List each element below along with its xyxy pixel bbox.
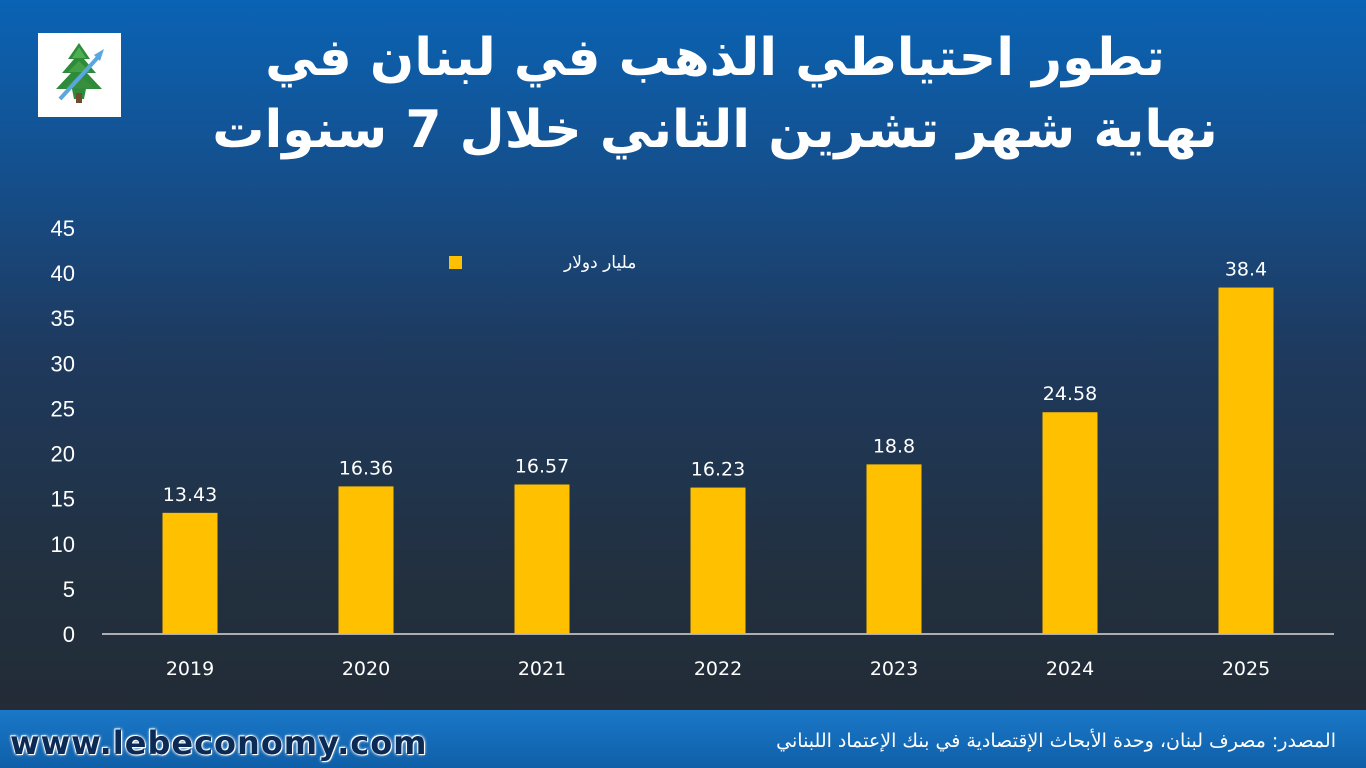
bar	[866, 464, 922, 634]
x-tick-label: 2022	[694, 658, 742, 680]
data-label: 24.58	[1043, 383, 1097, 405]
title-line-1: تطور احتياطي الذهب في لبنان في	[265, 28, 1165, 88]
bar	[1218, 287, 1274, 634]
title-line-2: نهاية شهر تشرين الثاني خلال 7 سنوات	[212, 100, 1218, 160]
y-tick-label: 20	[51, 442, 75, 467]
cedar-tree-icon	[56, 43, 104, 103]
x-tick-label: 2021	[518, 658, 566, 680]
y-tick-label: 5	[63, 577, 75, 602]
bar-chart: 05101520253035404513.43201916.36202016.5…	[51, 216, 1334, 680]
data-label: 16.36	[339, 457, 393, 479]
bar	[1042, 412, 1098, 634]
data-label: 38.4	[1225, 259, 1267, 281]
data-label: 13.43	[163, 484, 217, 506]
x-tick-label: 2024	[1046, 658, 1094, 680]
bar	[514, 484, 570, 634]
y-tick-label: 30	[51, 351, 75, 376]
x-tick-label: 2023	[870, 658, 918, 680]
y-tick-label: 25	[51, 396, 75, 421]
page-title: تطور احتياطي الذهب في لبنان في نهاية شهر…	[150, 22, 1280, 166]
data-label: 16.57	[515, 456, 569, 478]
y-tick-label: 0	[63, 622, 75, 647]
x-tick-label: 2019	[166, 658, 214, 680]
y-tick-label: 10	[51, 532, 75, 557]
cedar-logo	[38, 33, 121, 117]
x-tick-label: 2020	[342, 658, 390, 680]
y-tick-label: 40	[51, 261, 75, 286]
data-label: 16.23	[691, 459, 745, 481]
y-tick-label: 45	[51, 216, 75, 241]
x-tick-label: 2025	[1222, 658, 1270, 680]
bar	[690, 487, 746, 634]
data-label: 18.8	[873, 435, 915, 457]
y-tick-label: 35	[51, 306, 75, 331]
footer-bar: www.lebeconomy.com المصدر: مصرف لبنان، و…	[0, 710, 1366, 768]
legend-swatch	[449, 256, 462, 269]
bar	[162, 512, 218, 634]
source-note: المصدر: مصرف لبنان، وحدة الأبحاث الإقتصا…	[776, 730, 1336, 752]
legend-label: مليار دولار	[563, 253, 636, 273]
website-link[interactable]: www.lebeconomy.com	[10, 724, 428, 762]
y-tick-label: 15	[51, 487, 75, 512]
bar	[338, 486, 394, 634]
